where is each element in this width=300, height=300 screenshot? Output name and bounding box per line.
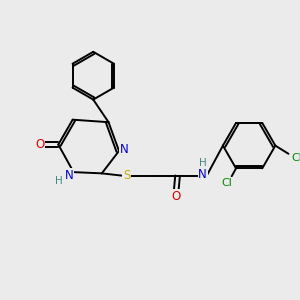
Text: Cl: Cl xyxy=(222,178,233,188)
Text: N: N xyxy=(120,143,128,156)
Text: O: O xyxy=(35,138,45,151)
Text: N: N xyxy=(65,169,74,182)
Text: S: S xyxy=(123,169,130,182)
Text: Cl: Cl xyxy=(291,153,300,163)
Text: N: N xyxy=(198,168,207,181)
Text: O: O xyxy=(172,190,181,202)
Text: H: H xyxy=(55,176,63,186)
Text: H: H xyxy=(199,158,206,169)
